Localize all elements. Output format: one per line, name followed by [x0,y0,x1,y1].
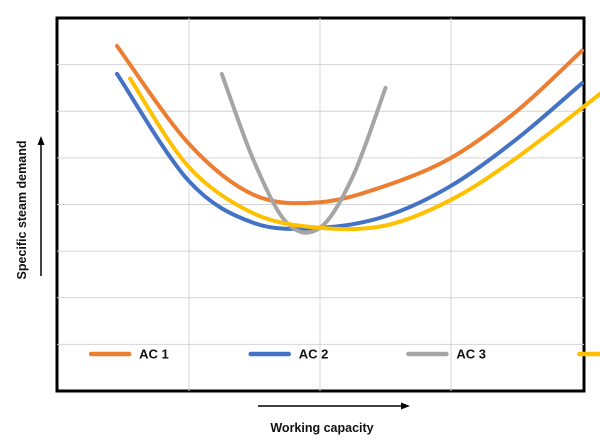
legend-label-ac-2: AC 2 [299,347,329,362]
legend-label-ac-3: AC 3 [456,347,486,362]
y-axis-title: Specific steam demand [15,141,29,280]
y-axis-arrowhead [37,136,45,145]
legend: AC 1AC 2AC 3AC 4 [88,347,600,362]
x-axis-arrowhead [401,402,410,410]
legend-label-ac-1: AC 1 [139,347,169,362]
series-line-ac-2 [115,71,584,231]
series-lines [115,44,600,235]
gridlines [57,18,584,391]
series-line-ac-3 [219,71,388,235]
x-axis-title: Working capacity [270,421,373,435]
series-line-ac-4 [128,76,600,232]
